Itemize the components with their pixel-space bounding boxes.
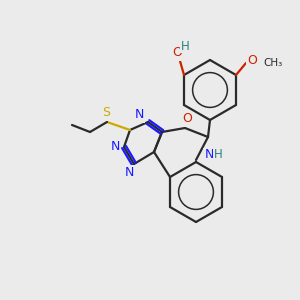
Text: O: O [172, 46, 182, 59]
Text: N: N [134, 109, 144, 122]
Text: N: N [124, 166, 134, 178]
Text: S: S [102, 106, 110, 119]
Text: H: H [214, 148, 222, 161]
Text: O: O [182, 112, 192, 125]
Text: N: N [204, 148, 214, 161]
Text: H: H [181, 40, 189, 52]
Text: CH₃: CH₃ [263, 58, 282, 68]
Text: O: O [247, 53, 257, 67]
Text: N: N [110, 140, 120, 152]
